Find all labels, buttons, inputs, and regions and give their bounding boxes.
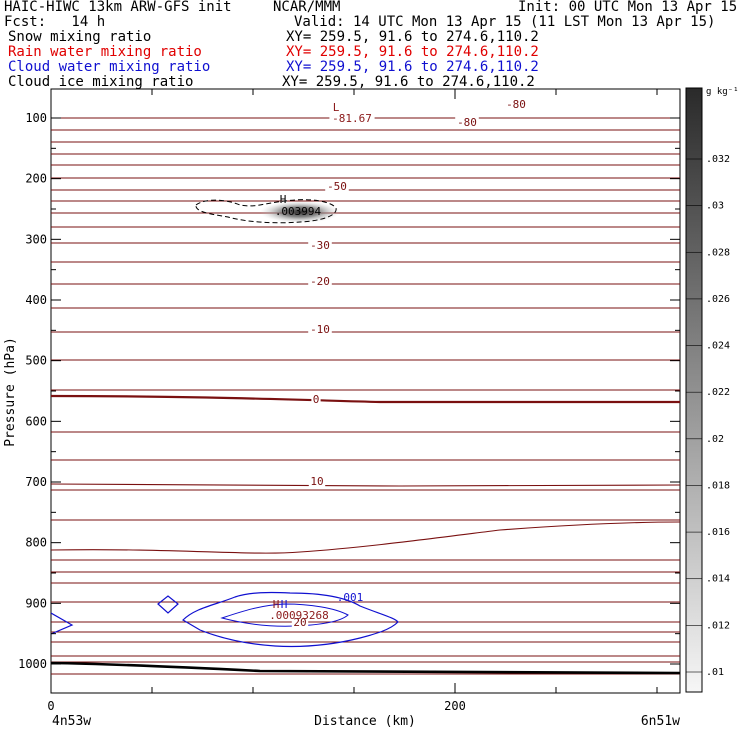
colorbar: .032 .03 .028 .026 .024 .022 .02 .018 .016 .014 .0… (685, 87, 730, 693)
colorbar-label: .016 (706, 527, 730, 538)
colorbar-label: .02 (706, 434, 724, 445)
field-cloudice-name: Cloud ice mixing ratio (8, 74, 194, 90)
colorbar-label: .012 (706, 620, 730, 631)
temp-label-20: 20 (293, 616, 306, 629)
y-tick-label: 1000 (18, 657, 47, 671)
field-snow-xy: XY= 259.5, 91.6 to 274.6,110.2 (286, 29, 539, 45)
snow-field (195, 199, 340, 224)
label-bg (308, 275, 332, 287)
label-bg (308, 323, 332, 335)
cloud-water-edge (51, 612, 74, 635)
rain-high-mark: H (273, 598, 280, 611)
y-tick-label: 600 (25, 414, 47, 428)
colorbar-label: .014 (706, 574, 730, 585)
rain-high-value: .00093268 (269, 609, 329, 622)
y-tick-label: 100 (25, 111, 47, 125)
y-tick-label: 800 (25, 536, 47, 550)
label-bg (455, 116, 479, 128)
colorbar-label: .024 (706, 341, 730, 352)
y-axis-title: Pressure (hPa) (3, 337, 18, 447)
cloud-water-label: .001 (337, 591, 364, 604)
field-rain-xy: XY= 259.5, 91.6 to 274.6,110.2 (286, 44, 539, 60)
x-tick-label: 0 (47, 699, 54, 713)
label-bg (329, 112, 375, 124)
colorbar-unit: g kg⁻¹ (706, 87, 739, 97)
forecast-hour: Fcst: 14 h (4, 14, 106, 30)
cloud-water-cell (157, 595, 179, 614)
temp-label-m50: -50 (327, 180, 347, 193)
temp-label-m30: -30 (310, 239, 330, 252)
y-tick-label: 200 (25, 172, 47, 186)
center-label: NCAR/MMM (273, 0, 341, 15)
temp-label-m80: -80 (457, 116, 477, 129)
y-tick-label: 300 (25, 232, 47, 246)
colorbar-label: .018 (706, 480, 730, 491)
y-tick-label: 900 (25, 596, 47, 610)
low-mark: L (333, 101, 340, 114)
label-bg (325, 180, 349, 192)
colorbar-ramp (685, 87, 703, 693)
field-snow-name: Snow mixing ratio (8, 29, 152, 45)
endpoint-left: 4n53w (52, 714, 91, 729)
cloud-high-mark: H (281, 598, 288, 611)
label-bg (504, 98, 528, 110)
field-rain-name: Rain water mixing ratio (8, 44, 202, 60)
x-axis-title: Distance (km) (314, 714, 416, 729)
y-tick-label: 500 (25, 354, 47, 368)
cloud-water-contours (51, 591, 399, 648)
model-title: HAIC-HIWC 13km ARW-GFS init (4, 0, 232, 15)
temp-label-10: 10 (310, 475, 323, 488)
y-tick-label: 400 (25, 293, 47, 307)
isotherm (51, 521, 680, 554)
field-cloudwater-name: Cloud water mixing ratio (8, 59, 211, 75)
isotherm (51, 483, 680, 487)
x-tick-label: 200 (444, 699, 466, 713)
isotherm-zero (51, 394, 680, 404)
colorbar-label: .03 (706, 201, 724, 212)
cloud-water-contour (220, 603, 349, 627)
temp-label-m20: -20 (310, 275, 330, 288)
temp-label-0: 0 (313, 393, 320, 406)
valid-time: Valid: 14 UTC Mon 13 Apr 15 (11 LST Mon … (294, 14, 716, 30)
low-value: -81.67 (332, 112, 372, 125)
endpoint-right: 6n51w (641, 714, 680, 729)
temperature-contours (51, 117, 680, 675)
snow-high-mark: H (280, 193, 287, 206)
label-bg (291, 616, 309, 628)
field-cloudwater-xy: XY= 259.5, 91.6 to 274.6,110.2 (286, 59, 539, 75)
colorbar-label: .01 (706, 667, 724, 678)
snow-contour (195, 199, 337, 224)
label-bg (308, 239, 332, 251)
cloud-water-contour (182, 591, 399, 648)
temp-label-m80: -80 (506, 98, 526, 111)
field-cloudice-xy: XY= 259.5, 91.6 to 274.6,110.2 (282, 74, 535, 90)
colorbar-label: .026 (706, 294, 730, 305)
y-tick-label: 700 (25, 475, 47, 489)
snow-high-value: .003994 (275, 205, 322, 218)
colorbar-label: .032 (706, 154, 730, 165)
colorbar-label: .022 (706, 387, 730, 398)
temp-label-m10: -10 (310, 323, 330, 336)
snow-shading (260, 201, 340, 223)
label-bg (311, 393, 321, 405)
surface-line (51, 661, 680, 675)
init-time: Init: 00 UTC Mon 13 Apr 15 (518, 0, 738, 15)
label-bg (308, 475, 326, 487)
colorbar-label: .028 (706, 247, 730, 258)
